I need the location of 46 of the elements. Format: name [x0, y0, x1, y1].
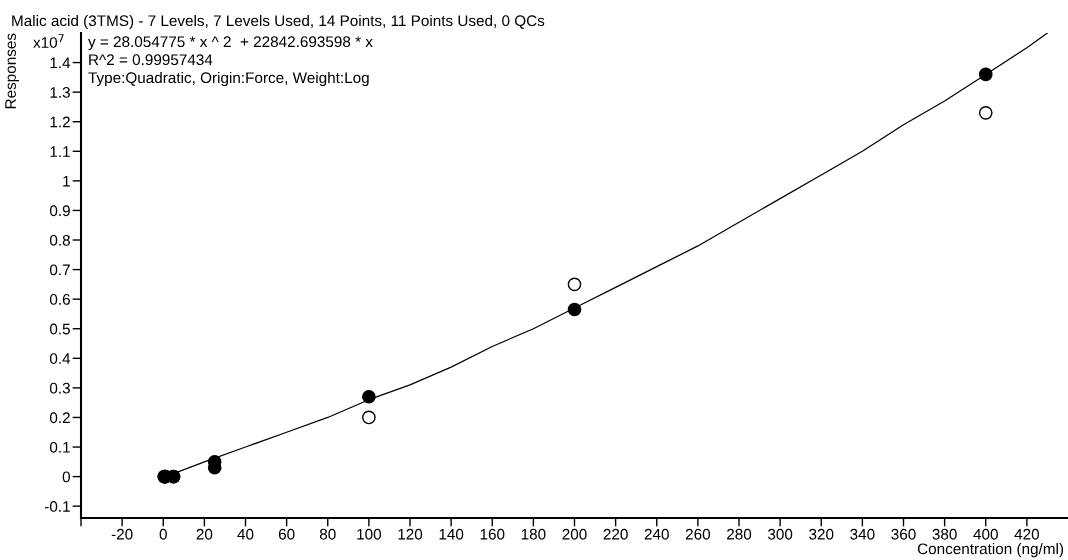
y-tick-label: 0.7 [49, 264, 70, 276]
x-tick-label: 400 [973, 528, 998, 540]
y-tick-label: 1.2 [50, 116, 70, 128]
y-tick-label: 0.4 [49, 353, 71, 364]
y-tick-label: 0 [62, 471, 70, 483]
x-tick-label: 60 [278, 528, 295, 540]
x-tick-label: 100 [357, 528, 382, 540]
x-tick-label: 340 [850, 528, 875, 540]
x-tick-label: 360 [891, 528, 916, 540]
x-tick-label: 80 [319, 528, 336, 540]
y-tick-label: 0.9 [49, 205, 70, 217]
y-tick-label: 1.1 [50, 146, 70, 157]
x-tick-label: 180 [521, 528, 546, 540]
x-tick-label: 260 [685, 528, 711, 540]
x-tick-label: 320 [809, 528, 834, 540]
y-tick-label: 0.6 [49, 294, 70, 305]
x-tick-label: 160 [480, 528, 505, 540]
text: x10$^{7}$ [33, 34, 64, 48]
x-tick-label: 20 [196, 528, 213, 540]
x-tick-label: 140 [439, 528, 464, 540]
x-tick-label: 120 [398, 528, 423, 540]
x-tick-label: 240 [644, 528, 669, 540]
y-tick-label: 1 [63, 175, 70, 187]
annotation: y = 28.054775 * x ^ 2 + 22842.693598 * x [88, 36, 373, 51]
annotation: Type:Quadratic, Origin:Force, Weight:Log [88, 71, 369, 87]
x-tick-label: 300 [767, 528, 793, 540]
x-tick-label: 280 [727, 528, 752, 540]
y-tick-label: 0.2 [49, 412, 70, 424]
y-tick-label: -0.1 [44, 501, 70, 512]
x-tick-label: 40 [237, 528, 254, 540]
y-tick-label: 0.1 [49, 441, 70, 453]
y-tick-label: 0.3 [49, 382, 70, 394]
y-tick-label: 1.3 [50, 87, 70, 98]
y-axis-title: Responses [5, 33, 19, 109]
x-axis-title: Concentration (ng/ml) [917, 543, 1064, 558]
x-tick-label: 420 [1014, 528, 1040, 540]
x-tick-label: 220 [603, 528, 628, 540]
y-tick-label: 0.5 [49, 323, 70, 335]
y-tick-label: 0.8 [49, 234, 70, 246]
x-tick-label: -20 [111, 528, 133, 540]
annotation: R^2 = 0.99957434 [89, 54, 213, 66]
chart-title: Malic acid (3TMS) - 7 Levels, 7 Levels Used, 14 Points, 11 Points Used, 0 QCs [12, 14, 545, 30]
x-tick-label: 200 [562, 528, 587, 540]
y-tick-label: 1.4 [50, 57, 71, 69]
x-tick-label: 380 [932, 528, 957, 540]
x-tick-label: 0 [159, 528, 167, 540]
